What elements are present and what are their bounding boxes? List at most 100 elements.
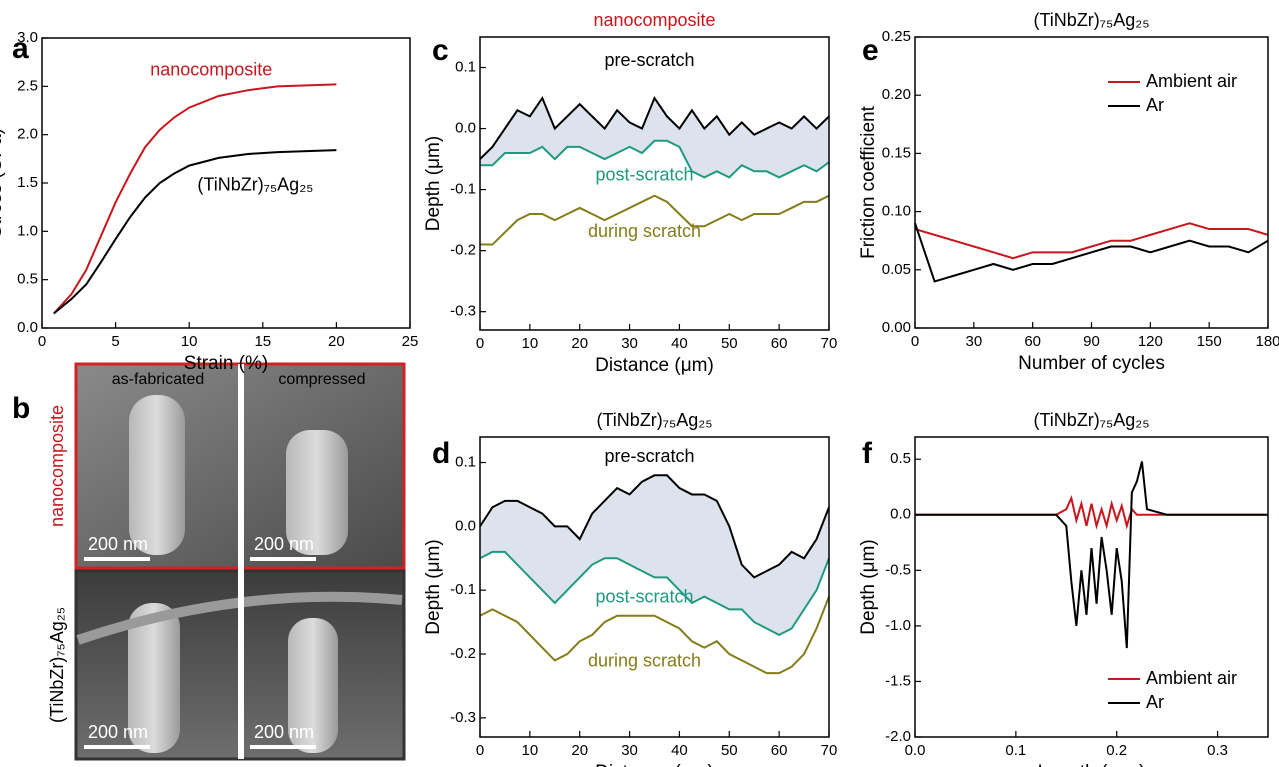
chart-title: nanocomposite: [593, 10, 715, 30]
x-tick-label: 0: [476, 335, 484, 352]
y-tick-label: 2.0: [17, 126, 38, 143]
y-tick-label: -0.3: [450, 709, 476, 726]
y-tick-label: 0.5: [17, 271, 38, 288]
chart-title: (TiNbZr)₇₅Ag₂₅: [596, 410, 712, 430]
series-line: [53, 149, 337, 315]
y-tick-label: 0.05: [882, 261, 911, 278]
row-label: (TiNbZr)₇₅Ag₂₅: [47, 607, 67, 723]
y-axis-label: Stress (GPa): [0, 128, 6, 238]
scale-bar: [84, 745, 150, 749]
x-tick-label: 40: [671, 335, 688, 352]
y-axis-label: Depth (μm): [423, 539, 444, 634]
y-axis-label: Depth (μm): [858, 539, 879, 634]
x-axis-label: Length (mm): [1038, 762, 1146, 767]
x-tick-label: 10: [181, 333, 198, 350]
x-tick-label: 20: [571, 335, 588, 352]
scale-bar: [84, 557, 150, 561]
series-label: nanocomposite: [150, 60, 272, 80]
x-tick-label: 0: [476, 742, 484, 759]
series-line: [479, 95, 830, 160]
series-line: [915, 461, 1268, 649]
chart-title: (TiNbZr)₇₅Ag₂₅: [1033, 10, 1149, 30]
x-tick-label: 25: [402, 333, 419, 350]
series-label: post-scratch: [596, 587, 694, 607]
pillar: [128, 603, 180, 753]
y-tick-label: -0.1: [450, 181, 476, 198]
plot-frame: [914, 36, 1269, 329]
x-tick-label: 60: [771, 742, 788, 759]
fill-between: [480, 98, 829, 178]
y-tick-label: 0.20: [882, 86, 911, 103]
x-tick-label: 0.2: [1106, 742, 1127, 759]
x-axis-label: Distance (μm): [595, 355, 714, 376]
divider: [238, 364, 244, 759]
y-tick-label: 0.00: [882, 319, 911, 336]
series-line: [480, 194, 830, 246]
x-tick-label: 20: [328, 333, 345, 350]
legend-label: Ar: [1146, 95, 1164, 115]
y-tick-label: 3.0: [17, 29, 38, 46]
y-tick-label: 2.5: [17, 77, 38, 94]
series-line: [480, 139, 830, 179]
y-axis-label: Depth (μm): [423, 136, 444, 231]
y-tick-label: 0.0: [890, 506, 911, 523]
x-tick-label: 5: [111, 333, 119, 350]
plot-frame: [479, 36, 830, 331]
panel-label: d: [432, 437, 450, 470]
column-label: compressed: [278, 371, 365, 388]
x-tick-label: 180: [1255, 333, 1279, 350]
x-tick-label: 70: [821, 335, 838, 352]
y-tick-label: 0.0: [455, 517, 476, 534]
pillar: [286, 430, 348, 555]
series-line: [479, 550, 830, 636]
y-tick-label: -0.2: [450, 645, 476, 662]
row-label: nanocomposite: [47, 405, 67, 527]
plot-frame: [479, 436, 830, 738]
x-tick-label: 15: [254, 333, 271, 350]
x-tick-label: 0.1: [1005, 742, 1026, 759]
y-tick-label: 0.5: [890, 450, 911, 467]
legend-label: Ambient air: [1146, 71, 1237, 91]
x-tick-label: 30: [621, 335, 638, 352]
series-line: [914, 222, 1269, 260]
y-tick-label: -1.0: [885, 617, 911, 634]
plot-frame: [914, 436, 1269, 738]
x-tick-label: 50: [721, 742, 738, 759]
pillar: [129, 395, 185, 555]
scale-bar-label: 200 nm: [254, 534, 314, 554]
x-tick-label: 120: [1138, 333, 1163, 350]
y-tick-label: 0.0: [17, 319, 38, 336]
scale-bar-label: 200 nm: [88, 722, 148, 742]
series-label: pre-scratch: [604, 50, 694, 70]
series-line: [479, 474, 830, 579]
scale-bar: [250, 557, 316, 561]
x-axis-label: Strain (%): [184, 353, 268, 374]
chart-title: (TiNbZr)₇₅Ag₂₅: [1033, 410, 1149, 430]
series-line: [914, 222, 1269, 283]
series-label: during scratch: [588, 650, 701, 670]
y-tick-label: 1.0: [17, 222, 38, 239]
y-tick-label: -1.5: [885, 672, 911, 689]
scale-bar: [250, 745, 316, 749]
y-axis-label: Friction coefficient: [858, 105, 879, 258]
y-tick-label: -0.5: [885, 561, 911, 578]
scale-bar-label: 200 nm: [254, 722, 314, 742]
x-tick-label: 50: [721, 335, 738, 352]
x-tick-label: 20: [571, 742, 588, 759]
y-tick-label: 0.25: [882, 28, 911, 45]
y-tick-label: 0.10: [882, 203, 911, 220]
y-tick-label: 0.1: [455, 454, 476, 471]
x-tick-label: 10: [522, 335, 539, 352]
x-axis-label: Number of cycles: [1018, 353, 1165, 374]
series-line: [915, 494, 1268, 530]
x-tick-label: 10: [522, 742, 539, 759]
y-tick-label: -0.1: [450, 581, 476, 598]
x-tick-label: 60: [1024, 333, 1041, 350]
x-tick-label: 0.0: [905, 742, 926, 759]
y-tick-label: -0.3: [450, 303, 476, 320]
micrograph-panel: b as-fabricated compressed 200 nm 200 nm…: [12, 362, 406, 761]
series-label: post-scratch: [596, 164, 694, 184]
y-tick-label: -2.0: [885, 728, 911, 745]
scale-bar-label: 200 nm: [88, 534, 148, 554]
